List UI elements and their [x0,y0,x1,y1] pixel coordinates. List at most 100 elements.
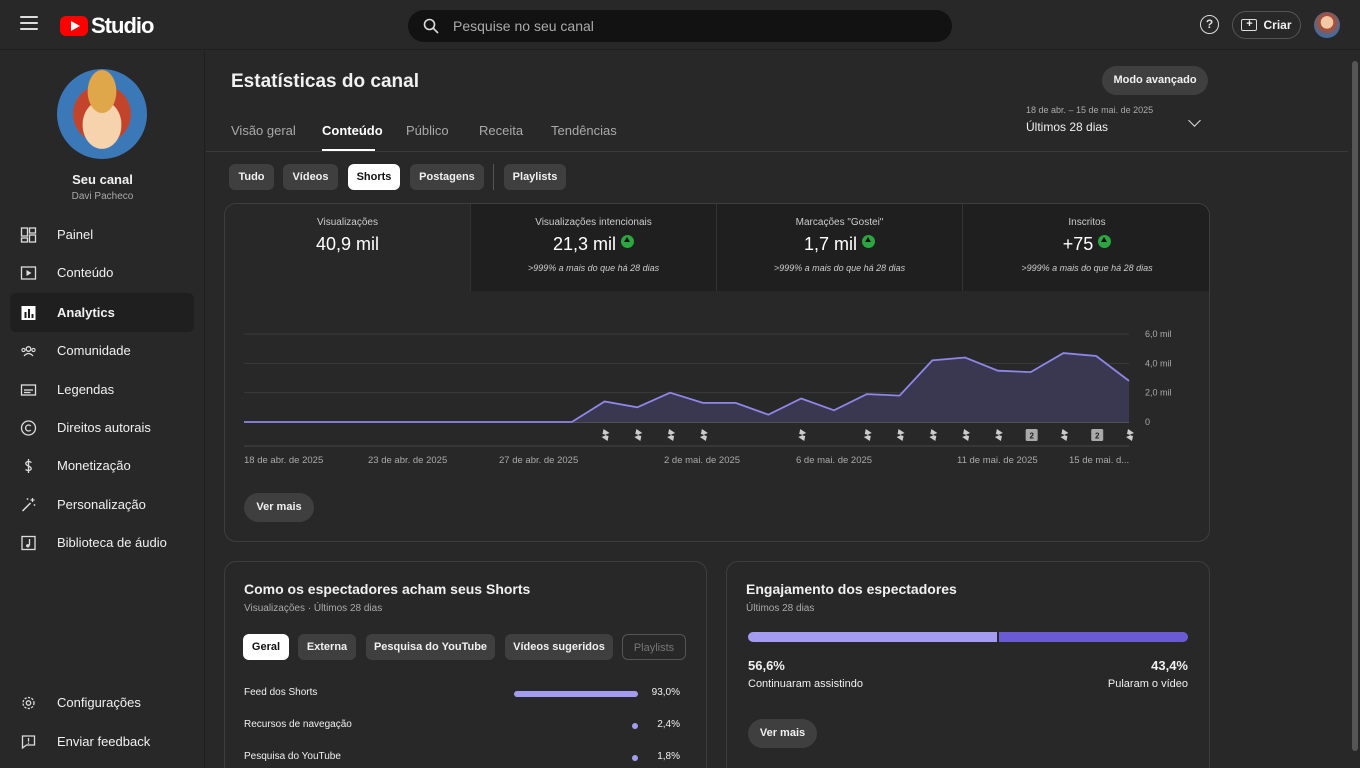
youtube-play-icon [60,16,88,36]
stayed-pct: 56,6% [748,658,785,673]
metric-value: 40,9 mil [315,234,380,254]
source-chip-externa[interactable]: Externa [298,634,356,660]
menu-icon[interactable] [20,16,38,30]
create-button[interactable]: + Criar [1232,11,1301,39]
sidebar-item-conteudo[interactable]: Conteúdo [10,253,194,292]
source-pct: 2,4% [657,719,680,730]
sidebar-item-label: Enviar feedback [57,734,151,749]
sidebar-item-label: Comunidade [57,343,131,358]
source-chip-playlists: Playlists [622,634,686,660]
content-icon [20,266,37,280]
source-pct: 93,0% [651,687,680,698]
source-row[interactable]: Recursos de navegação 2,4% [244,719,684,735]
logo-text: Studio [91,13,154,38]
sidebar-item-configuracoes[interactable]: Configurações [10,683,194,722]
source-chip-pesquisa-youtube[interactable]: Pesquisa do YouTube [366,634,495,660]
metric-label: Inscritos [1068,217,1106,228]
create-label: Criar [1263,18,1292,32]
x-tick-label: 6 de mai. de 2025 [796,455,872,466]
source-row[interactable]: Pesquisa do YouTube 1,8% [244,751,684,767]
sidebar-item-label: Painel [57,227,94,242]
scrollbar-thumb[interactable] [1352,61,1358,751]
skipped-label: Pularam o vídeo [1107,678,1188,690]
filter-chip-videos[interactable]: Vídeos [283,164,338,190]
sidebar-item-enviar-feedback[interactable]: Enviar feedback [10,722,194,761]
sidebar-item-biblioteca-de-audio[interactable]: Biblioteca de áudio [10,523,194,562]
skipped-bar [999,632,1188,642]
metric-label: Visualizações intencionais [535,217,652,228]
studio-logo[interactable]: Studio [60,13,154,39]
metric-comparison: >999% a mais do que há 28 dias [527,263,660,273]
source-name: Pesquisa do YouTube [244,751,341,762]
sidebar: Seu canal Davi Pacheco Painel Conteúdo A… [0,51,205,768]
series-line [244,352,1130,423]
sidebar-item-label: Configurações [57,695,141,710]
advanced-mode-button[interactable]: Modo avançado [1102,66,1208,95]
source-chip-videos-sugeridos[interactable]: Vídeos sugeridos [505,634,613,660]
metric-marcacoes-gostei[interactable]: Marcações "Gostei" 1,7 mil >999% a mais … [717,204,963,291]
arrow-up-icon [621,235,635,248]
y-tick-label: 6,0 mil [1145,329,1172,339]
shorts-icon [896,429,905,441]
source-name: Recursos de navegação [244,719,352,730]
series-area [244,353,1129,422]
channel-name: Seu canal [72,172,133,187]
search-bar[interactable] [408,10,952,42]
help-icon[interactable]: ? [1200,15,1219,34]
dollar-icon [25,459,32,473]
create-plus-icon: + [1241,19,1258,31]
x-tick-label: 23 de abr. de 2025 [368,455,447,466]
search-input[interactable] [453,10,933,42]
y-tick-label: 0 [1145,417,1150,427]
sidebar-item-monetizacao[interactable]: Monetização [10,446,194,485]
date-range[interactable]: 18 de abr. – 15 de mai. de 2025 [1026,105,1154,115]
filter-chip-shorts[interactable]: Shorts [348,164,400,190]
sidebar-item-label: Conteúdo [57,265,114,280]
account-avatar[interactable] [1314,12,1340,38]
metric-visualizacoes-intencionais[interactable]: Visualizações intencionais 21,3 mil >999… [471,204,717,291]
tab-receita[interactable]: Receita [479,123,524,138]
sidebar-item-label: Analytics [57,305,115,320]
channel-avatar[interactable] [57,69,147,159]
source-row[interactable]: Feed dos Shorts 93,0% [244,687,684,703]
sidebar-item-comunidade[interactable]: Comunidade [10,331,194,370]
x-tick-label: 27 de abr. de 2025 [499,455,578,466]
sidebar-item-direitos-autorais[interactable]: Direitos autorais [10,408,194,447]
copyright-icon [20,420,37,436]
date-period-label[interactable]: Últimos 28 dias [1026,120,1109,134]
feedback-icon [21,735,36,750]
source-bar [514,691,638,697]
shorts-icon [863,429,872,441]
views-chart[interactable]: 6,0 mil 4,0 mil 2,0 mil 0 2 2 18 de abr. de 20… [225,304,1209,484]
tab-conteudo[interactable]: Conteúdo [322,123,383,138]
community-icon [21,346,36,357]
analytics-icon [21,306,36,320]
top-bar: Studio ? + Criar [0,0,1360,50]
audio-library-icon [21,535,36,551]
metric-comparison: >999% a mais do que há 28 dias [1021,263,1153,273]
skipped-pct: 43,4% [1151,658,1188,673]
tab-publico[interactable]: Público [406,123,449,138]
card-subtitle: Últimos 28 dias [746,603,815,614]
sidebar-item-personalizacao[interactable]: Personalização [10,485,194,524]
traffic-sources-card: Como os espectadores acham seus Shorts V… [224,561,707,768]
chevron-down-icon[interactable] [1188,114,1201,127]
source-chip-geral[interactable]: Geral [243,634,289,660]
sidebar-item-legendas[interactable]: Legendas [10,370,194,409]
sidebar-item-label: Direitos autorais [57,420,151,435]
tab-tendencias[interactable]: Tendências [551,123,617,138]
filter-chip-playlists[interactable]: Playlists [504,164,566,190]
shorts-icon [994,429,1003,441]
ver-mais-button[interactable]: Ver mais [748,719,817,748]
filter-chip-tudo[interactable]: Tudo [229,164,274,190]
metric-visualizacoes[interactable]: Visualizações 40,9 mil [225,204,471,291]
sidebar-item-label: Legendas [57,382,115,397]
ver-mais-button[interactable]: Ver mais [244,493,314,522]
tab-visao-geral[interactable]: Visão geral [231,123,296,138]
upload-count-marker [1025,429,1038,441]
filter-chip-postagens[interactable]: Postagens [410,164,484,190]
sidebar-item-painel[interactable]: Painel [10,215,194,254]
metric-inscritos[interactable]: Inscritos +75 >999% a mais do que há 28 … [963,204,1209,291]
sidebar-item-analytics[interactable]: Analytics [10,293,194,332]
scrollbar[interactable] [1350,51,1360,768]
